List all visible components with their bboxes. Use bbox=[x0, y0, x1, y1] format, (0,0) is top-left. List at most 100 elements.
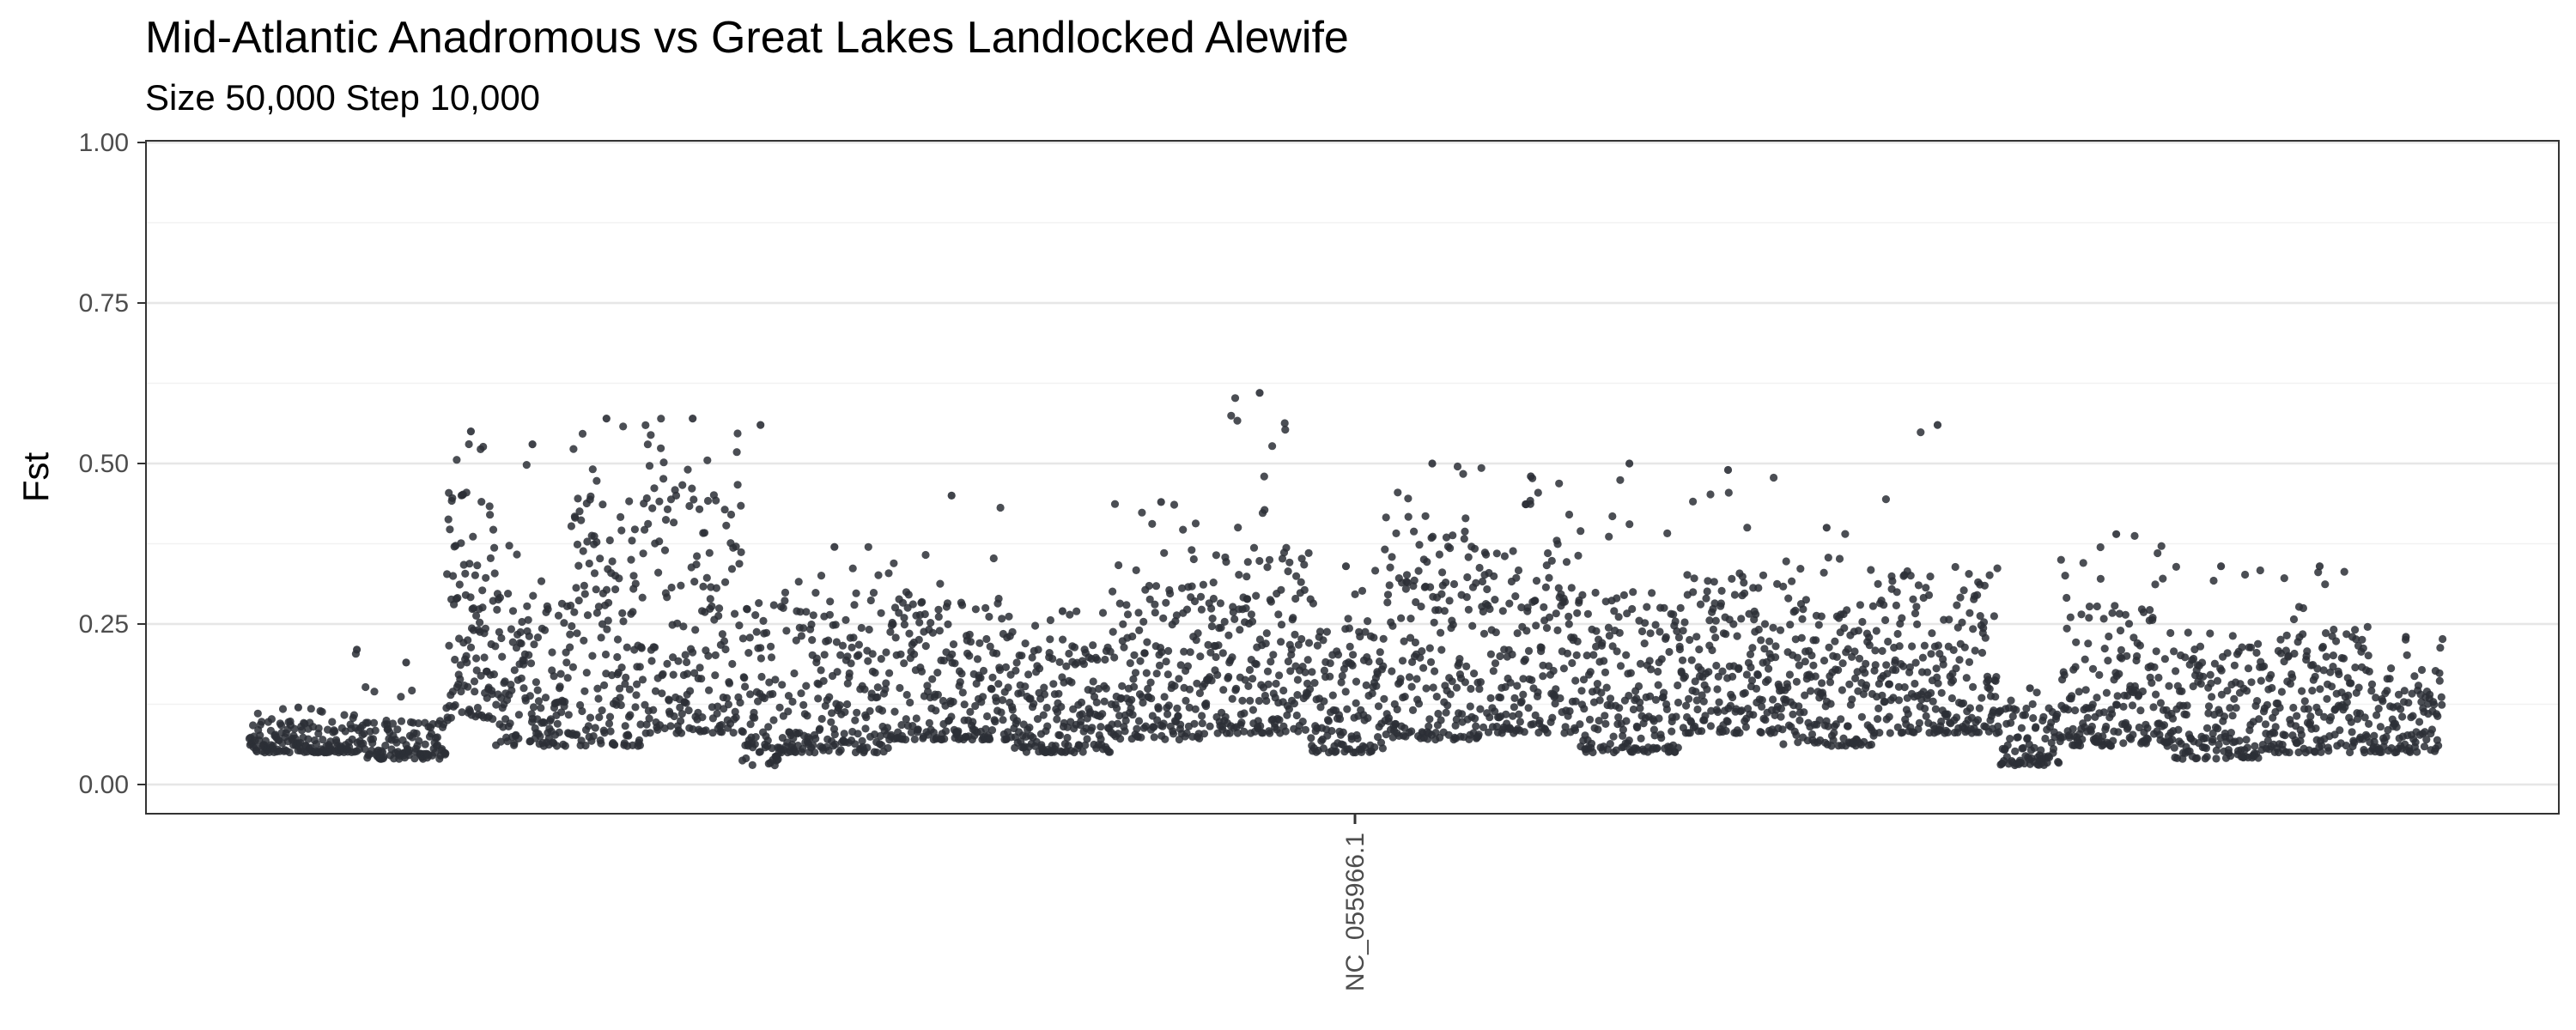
data-point bbox=[718, 630, 727, 639]
data-point bbox=[278, 705, 288, 713]
data-point bbox=[1140, 649, 1149, 657]
data-point bbox=[2255, 715, 2263, 724]
data-point bbox=[1012, 717, 1022, 725]
data-point bbox=[530, 640, 538, 649]
data-point bbox=[2039, 712, 2048, 721]
data-point bbox=[1445, 597, 1454, 605]
data-point bbox=[862, 713, 871, 722]
data-point bbox=[1446, 544, 1455, 553]
data-point-peak bbox=[756, 421, 765, 429]
data-point bbox=[1878, 691, 1886, 700]
data-point bbox=[1237, 718, 1246, 727]
data-point bbox=[2183, 701, 2191, 710]
data-point bbox=[949, 698, 957, 706]
data-point bbox=[1128, 711, 1137, 719]
data-point bbox=[2299, 630, 2307, 639]
data-point bbox=[636, 720, 645, 729]
data-point bbox=[698, 713, 707, 722]
data-point bbox=[2347, 718, 2355, 726]
data-point bbox=[2109, 736, 2117, 745]
data-point bbox=[1492, 628, 1500, 637]
data-point bbox=[994, 680, 1003, 688]
data-point bbox=[1601, 719, 1610, 729]
data-point bbox=[2193, 754, 2202, 762]
data-point bbox=[1292, 572, 1301, 580]
data-point bbox=[1629, 705, 1637, 714]
data-point bbox=[760, 694, 769, 703]
data-point bbox=[1417, 603, 1425, 611]
data-point bbox=[1911, 679, 1919, 688]
data-point bbox=[1170, 682, 1179, 690]
data-point bbox=[2435, 669, 2444, 677]
data-point bbox=[985, 612, 993, 621]
data-point bbox=[1307, 734, 1315, 742]
data-point bbox=[1118, 682, 1127, 690]
data-point bbox=[1801, 657, 1809, 666]
data-point bbox=[536, 732, 544, 741]
data-point bbox=[1647, 665, 1656, 674]
data-point bbox=[2268, 683, 2276, 693]
data-point bbox=[1521, 655, 1529, 664]
data-point bbox=[369, 718, 379, 727]
data-point bbox=[1529, 720, 1538, 729]
data-point bbox=[629, 572, 638, 580]
data-point bbox=[1740, 579, 1748, 587]
data-point bbox=[1160, 548, 1169, 557]
data-point bbox=[843, 700, 852, 709]
data-point bbox=[1491, 707, 1499, 716]
data-point bbox=[750, 740, 759, 748]
data-point bbox=[1207, 604, 1216, 613]
data-point bbox=[2087, 722, 2096, 731]
data-point bbox=[864, 542, 872, 551]
data-point bbox=[1549, 666, 1558, 676]
data-point bbox=[891, 633, 900, 642]
data-point bbox=[1669, 610, 1678, 619]
data-point bbox=[2254, 754, 2263, 762]
data-point bbox=[1233, 416, 1242, 425]
data-point-peak bbox=[402, 658, 410, 667]
data-point bbox=[1674, 681, 1682, 690]
data-point bbox=[2166, 628, 2175, 638]
data-point bbox=[2168, 736, 2177, 744]
data-point bbox=[732, 448, 741, 457]
data-point bbox=[1698, 727, 1706, 736]
data-point bbox=[2235, 736, 2244, 745]
data-point bbox=[1426, 657, 1436, 667]
data-point bbox=[455, 580, 464, 589]
data-point bbox=[733, 481, 742, 489]
data-point bbox=[858, 736, 866, 745]
data-point bbox=[828, 709, 836, 718]
data-point bbox=[591, 724, 599, 732]
data-point bbox=[814, 694, 823, 703]
data-point bbox=[1123, 610, 1133, 619]
data-point bbox=[2437, 693, 2445, 701]
data-point bbox=[670, 712, 678, 721]
data-point bbox=[2152, 690, 2160, 699]
data-point bbox=[514, 734, 523, 743]
data-point bbox=[552, 742, 562, 750]
data-point bbox=[1862, 681, 1871, 689]
data-point bbox=[715, 604, 724, 613]
data-point-peak bbox=[1341, 562, 1351, 571]
data-point bbox=[1886, 729, 1894, 737]
data-point bbox=[1598, 639, 1607, 647]
data-point bbox=[1779, 582, 1788, 591]
data-point bbox=[2289, 703, 2298, 712]
data-point bbox=[1931, 705, 1940, 713]
data-point bbox=[2244, 664, 2253, 673]
data-point bbox=[1260, 472, 1268, 481]
data-point bbox=[1974, 728, 1984, 736]
data-point bbox=[1485, 713, 1494, 722]
data-point bbox=[2232, 704, 2240, 712]
data-point bbox=[1498, 607, 1507, 615]
data-point bbox=[864, 657, 872, 665]
data-point bbox=[1881, 495, 1890, 504]
data-point bbox=[746, 720, 755, 729]
data-point bbox=[1063, 733, 1072, 742]
data-point bbox=[900, 659, 908, 668]
data-point bbox=[807, 620, 816, 629]
data-point bbox=[489, 670, 499, 679]
data-point bbox=[1795, 661, 1803, 670]
data-point bbox=[2154, 673, 2163, 682]
data-point bbox=[1800, 708, 1808, 717]
